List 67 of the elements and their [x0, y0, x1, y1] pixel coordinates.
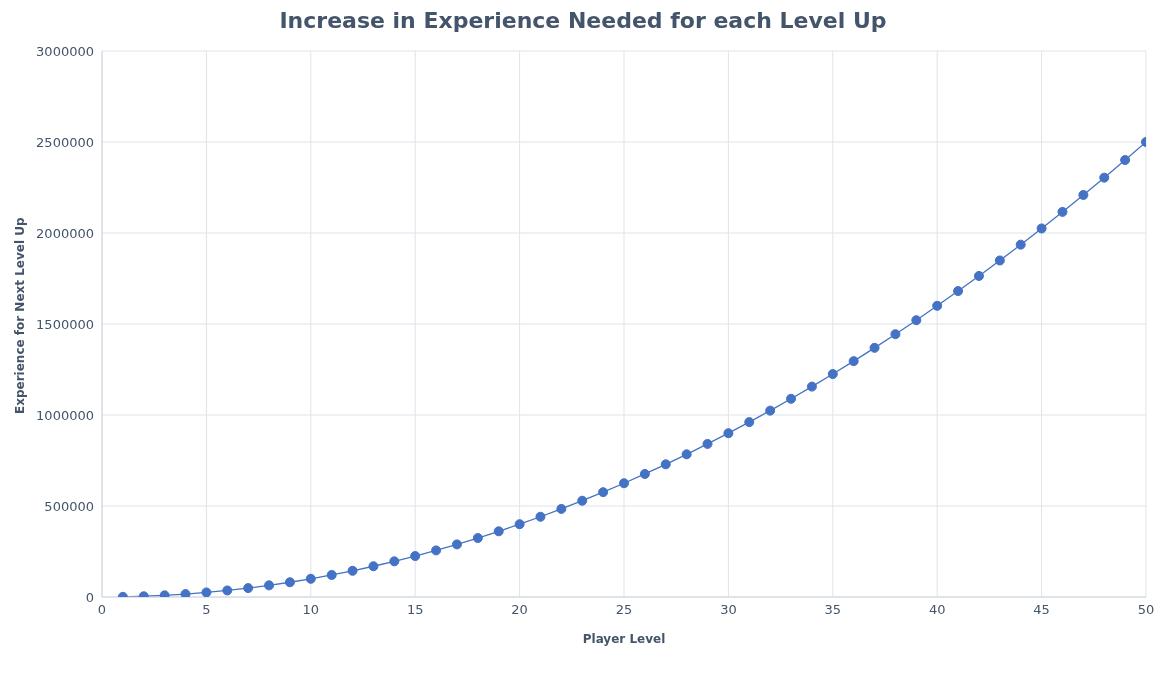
point	[660, 459, 671, 470]
y-tick-label: 3000000	[36, 43, 94, 59]
x-tick-label: 25	[615, 602, 633, 618]
point	[598, 487, 609, 498]
point	[347, 565, 358, 576]
point	[556, 503, 567, 514]
y-tick-label: 2000000	[36, 225, 94, 241]
point	[744, 417, 755, 428]
point	[451, 539, 462, 550]
point	[201, 587, 212, 597]
point	[1120, 155, 1131, 166]
point	[243, 583, 254, 594]
x-tick-label: 50	[1137, 602, 1155, 618]
point	[869, 342, 880, 353]
x-tick-label: 20	[511, 602, 528, 618]
x-tick-label: 40	[928, 602, 946, 618]
point	[765, 405, 776, 416]
point	[410, 551, 421, 562]
y-tick-label: 0	[85, 589, 94, 605]
point	[639, 468, 650, 479]
point	[619, 478, 629, 489]
y-tick-label: 2500000	[36, 134, 94, 150]
point	[180, 589, 191, 597]
point	[1015, 239, 1026, 250]
point	[222, 585, 233, 596]
point	[493, 526, 504, 537]
x-tick-label: 30	[720, 602, 737, 618]
x-axis-title: Player Level	[582, 632, 666, 646]
point	[1099, 172, 1110, 183]
point	[890, 329, 901, 340]
point	[472, 533, 483, 544]
x-tick-label: 5	[202, 602, 211, 618]
point	[827, 369, 838, 380]
x-tick-label: 45	[1033, 602, 1050, 618]
point	[973, 270, 984, 281]
y-tick-label: 1500000	[36, 316, 94, 332]
point	[1057, 206, 1068, 217]
x-tick-label: 15	[406, 602, 424, 618]
chart-title: Increase in Experience Needed for each Level Up	[278, 8, 888, 33]
point	[264, 580, 275, 591]
point	[994, 255, 1005, 266]
point	[786, 393, 797, 404]
point	[1078, 189, 1089, 200]
point	[305, 573, 316, 584]
point	[932, 300, 943, 311]
x-tick-label: 10	[302, 602, 320, 618]
y-tick-label: 1000000	[36, 407, 94, 423]
point	[1036, 223, 1047, 234]
point	[848, 356, 859, 367]
point	[723, 428, 734, 439]
point	[368, 561, 379, 572]
point	[911, 315, 922, 326]
point	[514, 519, 525, 530]
point	[389, 556, 400, 567]
point	[431, 545, 442, 556]
y-axis-title: Experience for Next Level Up	[13, 217, 28, 414]
point	[806, 381, 817, 392]
point	[681, 449, 692, 460]
y-tick-label: 500000	[44, 498, 94, 514]
x-tick-label: 0	[97, 602, 107, 618]
point	[326, 569, 337, 580]
point	[702, 438, 713, 449]
point	[535, 511, 546, 522]
point	[953, 286, 964, 297]
point	[284, 577, 295, 588]
x-tick-label: 35	[824, 602, 842, 618]
point	[577, 495, 588, 506]
